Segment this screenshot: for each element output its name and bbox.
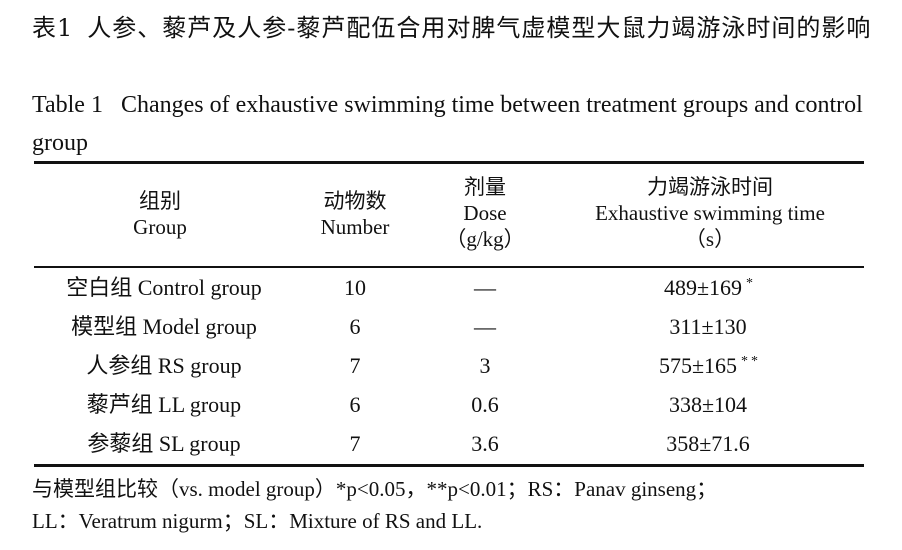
row-dose: 3.6 [471, 431, 499, 456]
row-number: 7 [349, 353, 361, 378]
significance-mark: * [746, 276, 757, 291]
row-dose: 0.6 [471, 392, 499, 417]
row-group: 空白组 Control group [66, 275, 262, 300]
header-number: 动物数 Number [290, 188, 420, 240]
header-dose-en: Dose [463, 201, 507, 225]
row-time-value: 311±130 [669, 314, 747, 339]
table-title-en-text: Changes of exhaustive swimming time betw… [32, 92, 863, 156]
row-group: 模型组 Model group [71, 314, 257, 339]
footnote-line-1: 与模型组比较（vs. model group）*p<0.05，**p<0.01；… [32, 477, 718, 501]
row-dose: — [474, 314, 496, 339]
header-time-cn: 力竭游泳时间 [647, 175, 773, 199]
row-dose: 3 [479, 353, 491, 378]
header-dose-unit: （g/kg） [445, 227, 525, 251]
table-row: 藜芦组 LL group 6 0.6 338±104 [34, 385, 864, 424]
header-group-en: Group [133, 215, 187, 239]
row-time: 311±130 [560, 307, 860, 350]
significance-mark: ** [741, 354, 762, 369]
table-row: 参藜组 SL group 7 3.6 358±71.6 [34, 424, 864, 463]
bottom-rule [34, 464, 864, 467]
table-row: 模型组 Model group 6 — 311±130 [34, 307, 864, 346]
table-title-cn: 表1 人参、藜芦及人参-藜芦配伍合用对脾气虚模型大鼠力竭游泳时间的影响 [32, 10, 892, 46]
table-number-en: Table 1 [32, 92, 103, 118]
header-number-en: Number [320, 215, 390, 239]
row-time: 575±165 ** [560, 346, 860, 389]
table-row: 空白组 Control group 10 — 489±169 * [34, 268, 864, 307]
row-time-value: 489±169 [663, 275, 743, 300]
header-rule [34, 266, 864, 268]
table-title-en: Table 1 Changes of exhaustive swimming ti… [32, 86, 892, 162]
header-dose-cn: 剂量 [464, 175, 506, 199]
row-dose: — [474, 275, 496, 300]
top-rule [34, 161, 864, 164]
row-time-value: 358±71.6 [666, 431, 750, 456]
row-number: 6 [349, 392, 361, 417]
row-number: 6 [349, 314, 361, 339]
row-time: 489±169 * [560, 268, 860, 311]
row-time: 338±104 [560, 385, 860, 428]
header-group-cn: 组别 [139, 189, 181, 213]
table-row: 人参组 RS group 7 3 575±165 ** [34, 346, 864, 385]
row-time-value: 575±165 [658, 353, 738, 378]
table-footnote: 与模型组比较（vs. model group）*p<0.05，**p<0.01；… [32, 473, 892, 537]
row-time-value: 338±104 [668, 392, 748, 417]
header-group: 组别 Group [60, 188, 260, 240]
header-dose: 剂量 Dose （g/kg） [430, 174, 540, 252]
row-number: 7 [349, 431, 361, 456]
table-number-cn: 表1 [32, 14, 74, 42]
table-title-cn-text: 人参、藜芦及人参-藜芦配伍合用对脾气虚模型大鼠力竭游泳时间的影响 [87, 14, 872, 42]
row-time: 358±71.6 [560, 424, 860, 467]
header-number-cn: 动物数 [323, 189, 387, 213]
header-time-en: Exhaustive swimming time [595, 201, 825, 225]
row-group: 藜芦组 LL group [86, 392, 242, 417]
header-time: 力竭游泳时间 Exhaustive swimming time （s） [560, 174, 860, 252]
row-number: 10 [344, 275, 366, 300]
row-group: 参藜组 SL group [87, 431, 241, 456]
row-group: 人参组 RS group [86, 353, 242, 378]
footnote-line-2: LL：Veratrum nigurm；SL：Mixture of RS and … [32, 509, 483, 533]
header-time-unit: （s） [684, 227, 736, 251]
